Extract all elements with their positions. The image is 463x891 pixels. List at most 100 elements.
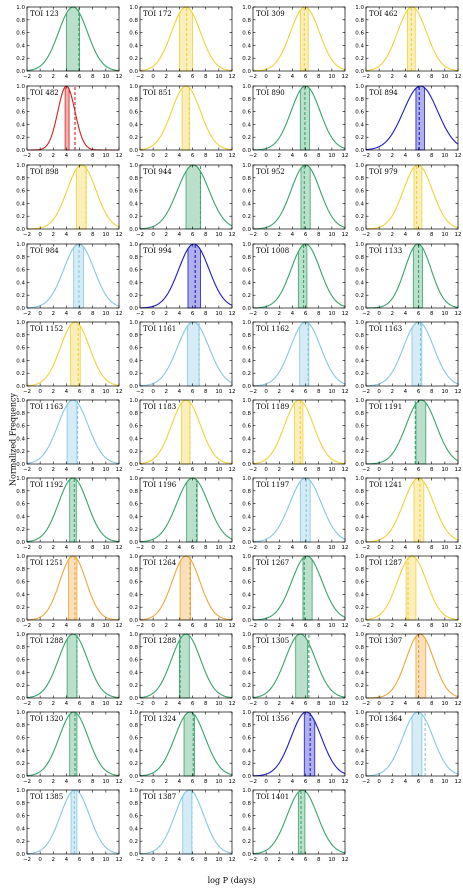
x-tick-label: 12 (342, 857, 349, 863)
x-tick-label: 4 (291, 701, 295, 707)
x-tick-label: −2 (136, 701, 144, 707)
x-tick-label: 6 (191, 74, 195, 80)
y-tick-label: 1.0 (16, 476, 25, 482)
y-tick-label: 0.6 (355, 736, 364, 742)
y-tick-label: 0.6 (129, 346, 138, 352)
x-tick-label: 0 (151, 153, 155, 159)
y-tick-label: 1.0 (242, 5, 251, 11)
y-tick-label: 1.0 (129, 84, 138, 90)
panel-toi-952: −2 0 2 4 6 8 10 12 0.0 0.2 0.4 0.6 0.8 1.0 TOI 952 (242, 163, 348, 238)
y-tick-label: 0.8 (129, 801, 138, 807)
x-tick-label: 2 (52, 311, 56, 317)
y-tick-label: 0.0 (242, 774, 251, 780)
band-fill (75, 164, 87, 230)
x-tick-label: 2 (165, 389, 169, 395)
band-fill (413, 164, 423, 230)
y-tick-label: 0.8 (129, 97, 138, 103)
y-tick-label: 1.0 (355, 84, 364, 90)
x-tick-label: −2 (362, 701, 370, 707)
y-tick-label: 0.2 (129, 56, 138, 62)
x-tick-label: 2 (391, 623, 395, 629)
x-tick-label: 8 (430, 701, 434, 707)
y-tick-label: 0.6 (129, 658, 138, 664)
x-tick-label: −2 (249, 74, 257, 80)
x-tick-label: 6 (78, 389, 82, 395)
y-tick-label: 0.8 (242, 645, 251, 651)
x-tick-label: 8 (430, 74, 434, 80)
axes-frame (26, 164, 120, 230)
panel-label: TOI 1307 (369, 637, 402, 645)
x-tick-label: −2 (249, 857, 257, 863)
x-tick-label: 0 (377, 623, 381, 629)
y-tick-label: 0.6 (355, 580, 364, 586)
y-tick-label: 0.8 (129, 723, 138, 729)
y-tick-label: 1.0 (16, 242, 25, 248)
y-tick-label: 0.2 (242, 449, 251, 455)
panel-label: TOI 1189 (256, 403, 289, 411)
axes-frame (252, 633, 346, 699)
panel-toi-1364: −2 0 2 4 6 8 10 12 0.0 0.2 0.4 0.6 0.8 1.0 TOI 1364 (355, 710, 461, 785)
x-tick-label: 8 (317, 779, 321, 785)
y-tick-label: 0.4 (355, 592, 364, 598)
axes-frame (139, 555, 233, 621)
y-tick-label: 0.2 (355, 683, 364, 689)
x-tick-label: 12 (116, 545, 123, 551)
y-tick-label: 0.0 (129, 227, 138, 233)
x-tick-label: 4 (65, 623, 69, 629)
y-tick-label: 1.0 (16, 5, 25, 11)
x-tick-label: 12 (116, 232, 123, 238)
distribution-curve (252, 555, 346, 621)
y-tick-label: 0.6 (129, 110, 138, 116)
panel-toi-1161: −2 0 2 4 6 8 10 12 0.0 0.2 0.4 0.6 0.8 1.0 TOI 1161 (129, 320, 235, 395)
y-tick-label: 0.0 (16, 462, 25, 468)
x-tick-label: 12 (342, 74, 349, 80)
x-tick-label: 6 (417, 545, 421, 551)
y-tick-label: 0.0 (16, 852, 25, 858)
x-tick-label: 6 (304, 153, 308, 159)
x-tick-label: 10 (102, 545, 109, 551)
y-tick-label: 0.4 (355, 43, 364, 49)
panel-toi-1162: −2 0 2 4 6 8 10 12 0.0 0.2 0.4 0.6 0.8 1.0 TOI 1162 (242, 320, 348, 395)
y-tick-label: 1.0 (355, 710, 364, 716)
x-tick-label: 12 (116, 153, 123, 159)
y-tick-label: 0.2 (16, 449, 25, 455)
panel-toi-1385: −2 0 2 4 6 8 10 12 0.0 0.2 0.4 0.6 0.8 1.0 TOI 1385 (16, 788, 122, 863)
band-fill (303, 711, 316, 777)
x-tick-label: 0 (264, 779, 268, 785)
y-tick-label: 1.0 (355, 632, 364, 638)
x-tick-label: 4 (65, 779, 69, 785)
x-tick-label: 4 (291, 153, 295, 159)
x-tick-label: 6 (417, 467, 421, 473)
y-tick-label: 1.0 (242, 788, 251, 794)
band-fill (185, 164, 201, 230)
y-axis-title: Normalized Frequency (8, 393, 18, 486)
y-tick-label: 0.8 (16, 723, 25, 729)
axes-frame (26, 243, 120, 309)
y-tick-label: 0.4 (16, 122, 25, 128)
y-tick-label: 0.2 (242, 839, 251, 845)
x-tick-label: 10 (102, 701, 109, 707)
x-tick-label: 2 (391, 74, 395, 80)
y-tick-label: 0.4 (16, 826, 25, 832)
x-tick-label: −2 (23, 389, 31, 395)
band-fill (411, 711, 423, 777)
x-tick-label: 10 (102, 311, 109, 317)
panel-toi-1191: −2 0 2 4 6 8 10 12 0.0 0.2 0.4 0.6 0.8 1.0 TOI 1191 (355, 398, 461, 473)
panel-label: TOI 1192 (30, 481, 63, 489)
y-tick-label: 0.8 (355, 645, 364, 651)
x-tick-label: 8 (204, 74, 208, 80)
panel-label: TOI 1305 (256, 637, 289, 645)
x-tick-label: 6 (304, 389, 308, 395)
distribution-curve (252, 85, 346, 151)
y-tick-label: 1.0 (242, 163, 251, 169)
distribution-curve (26, 243, 120, 309)
x-tick-label: 2 (52, 623, 56, 629)
y-tick-label: 1.0 (242, 84, 251, 90)
panel-label: TOI 1196 (143, 481, 177, 489)
x-tick-label: 2 (165, 623, 169, 629)
x-tick-label: 10 (215, 389, 222, 395)
y-tick-label: 0.8 (16, 645, 25, 651)
x-tick-label: 8 (317, 701, 321, 707)
axes-frame (139, 321, 233, 387)
panel-label: TOI 1401 (256, 793, 289, 801)
